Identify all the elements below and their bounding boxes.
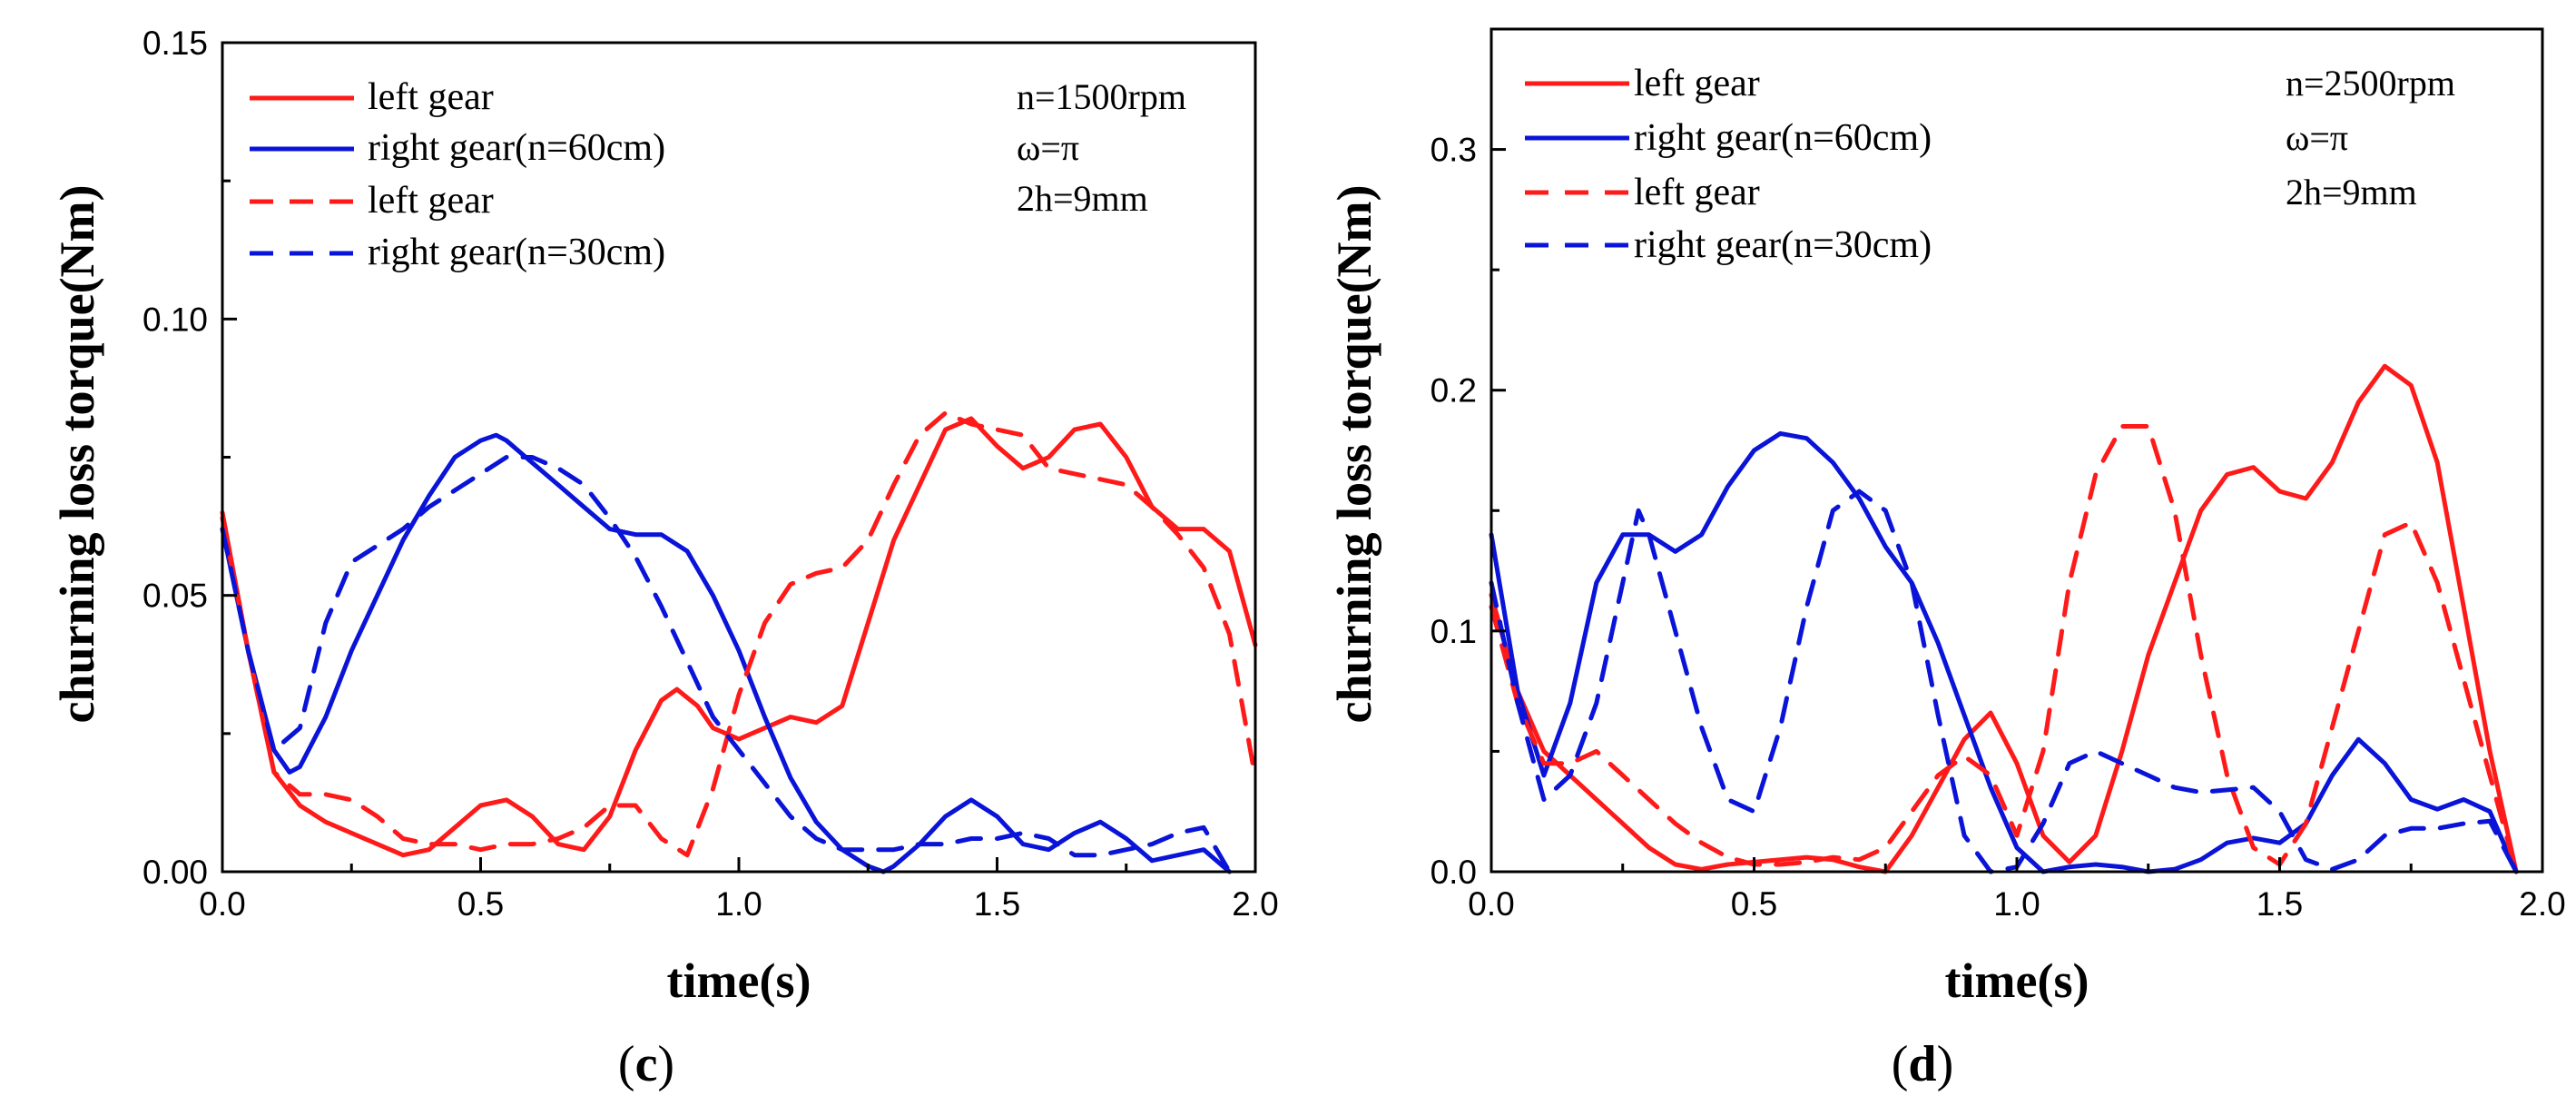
legend-label-c-right-gear-60-solid: right gear(n=60cm) [368, 127, 665, 169]
y-tick-label-c-2: 0.10 [143, 301, 208, 338]
y-tick-label-c-3: 0.15 [143, 25, 208, 62]
x-axis-label-c: time(s) [667, 953, 811, 1008]
tick-group-d: 0.0 0.5 1.0 1.5 2.0 0.0 0.1 0.2 0.3 [1431, 27, 2566, 923]
annotation-d-gap: 2h=9mm [2286, 172, 2417, 212]
x-tick-label-d-0: 0.0 [1468, 885, 1514, 923]
panel-letter-c: c [635, 1036, 658, 1092]
annotation-c-omega: ω=π [1017, 127, 1079, 168]
series-line-d-3-dashed [1489, 424, 2519, 874]
panel-label-c: (c) [618, 1036, 674, 1092]
y-tick-label-d-1: 0.1 [1431, 613, 1477, 650]
series-line-c-2-solid [220, 432, 1232, 874]
series-line-c-1-solid [220, 416, 1258, 858]
annotation-c-gap: 2h=9mm [1017, 178, 1148, 219]
legend-label-c-right-gear-30-dashed: right gear(n=30cm) [368, 232, 665, 273]
x-axis-label-d: time(s) [1945, 953, 2089, 1008]
legend-label-d-left-gear-dashed: left gear [1634, 172, 1760, 213]
y-axis-label-d: churning loss torque(Nm) [1327, 184, 1381, 723]
x-tick-label-c-1: 0.5 [457, 885, 504, 923]
y-tick-label-c-1: 0.05 [143, 578, 208, 615]
y-axis-label-c: churning loss torque(Nm) [50, 184, 104, 723]
legend-label-c-left-gear-solid: left gear [368, 76, 494, 118]
chart-panel-c: 0.0 0.5 1.0 1.5 2.0 0.00 0.05 0.10 0.15 churning… [50, 25, 1279, 1092]
chart-panel-d: 0.0 0.5 1.0 1.5 2.0 0.0 0.1 0.2 0.3 churning los… [1327, 27, 2566, 1092]
series-group-d [1489, 363, 2519, 874]
annotations-c: n=1500rpm ω=π 2h=9mm [1017, 76, 1186, 219]
annotation-c-speed: n=1500rpm [1017, 76, 1186, 117]
legend-d: left gear right gear(n=60cm) left gear r… [1525, 63, 1932, 266]
y-tick-label-d-2: 0.2 [1431, 372, 1477, 410]
legend-label-d-right-gear-30-dashed: right gear(n=30cm) [1634, 224, 1932, 266]
tick-group-c: 0.0 0.5 1.0 1.5 2.0 0.00 0.05 0.10 0.15 [143, 25, 1279, 923]
x-tick-label-c-4: 2.0 [1232, 885, 1278, 923]
x-tick-label-c-2: 1.0 [715, 885, 762, 923]
series-line-d-1-solid [1489, 363, 2519, 874]
panel-label-d: (d) [1892, 1036, 1953, 1092]
legend-label-c-left-gear-dashed: left gear [368, 180, 494, 222]
x-tick-label-c-3: 1.5 [974, 885, 1020, 923]
legend-c: left gear right gear(n=60cm) left gear r… [250, 76, 665, 273]
annotation-d-omega: ω=π [2286, 117, 2348, 158]
legend-label-d-left-gear-solid: left gear [1634, 63, 1760, 104]
x-tick-label-d-2: 1.0 [1993, 885, 2040, 923]
x-tick-label-d-3: 1.5 [2256, 885, 2303, 923]
x-tick-label-d-1: 0.5 [1731, 885, 1777, 923]
series-group-c [220, 410, 1258, 874]
annotations-d: n=2500rpm ω=π 2h=9mm [2286, 63, 2455, 212]
annotation-d-speed: n=2500rpm [2286, 63, 2455, 104]
legend-label-d-right-gear-60-solid: right gear(n=60cm) [1634, 117, 1932, 159]
x-tick-label-c-0: 0.0 [199, 885, 245, 923]
series-line-d-2-solid [1489, 430, 2519, 874]
series-line-c-3-dashed [220, 410, 1258, 858]
y-tick-label-c-0: 0.00 [143, 854, 208, 891]
y-tick-label-d-3: 0.3 [1431, 132, 1477, 169]
x-tick-label-d-4: 2.0 [2519, 885, 2565, 923]
panel-letter-d: d [1908, 1036, 1936, 1092]
series-line-c-4-dashed [220, 455, 1232, 874]
y-tick-label-d-0: 0.0 [1431, 854, 1477, 891]
